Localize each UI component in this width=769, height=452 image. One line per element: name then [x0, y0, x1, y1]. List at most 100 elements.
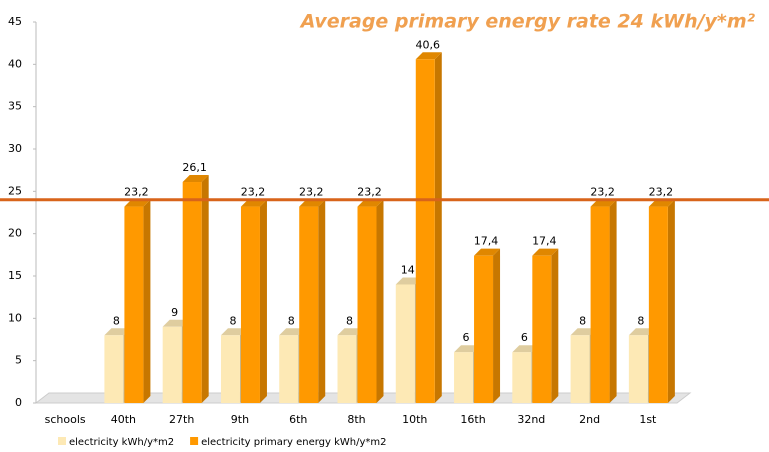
data-label: 14: [401, 263, 415, 276]
y-tick-label: 25: [8, 184, 22, 197]
bar-front: [162, 326, 182, 403]
x-tick-label: 1st: [639, 413, 657, 426]
bar: [240, 199, 267, 403]
bar-front: [532, 255, 552, 403]
bar-top: [279, 328, 306, 336]
bar-front: [357, 206, 377, 403]
bar-side: [201, 175, 209, 403]
bar-top: [104, 328, 131, 336]
bar: [474, 248, 501, 403]
x-tick-label: 6th: [289, 413, 307, 426]
data-label: 8: [288, 314, 295, 327]
x-tick-label: 40th: [111, 413, 136, 426]
y-tick-label: 35: [8, 100, 22, 113]
bar: [357, 199, 384, 403]
bar-front: [337, 335, 357, 403]
bar-front: [395, 284, 415, 403]
y-tick-label: 45: [8, 15, 22, 28]
bar-side: [551, 248, 559, 403]
bar-side: [667, 199, 675, 403]
data-label: 23,2: [649, 186, 674, 199]
bar-top: [474, 248, 501, 256]
data-label: 26,1: [182, 161, 207, 174]
legend-label: electricity primary energy kWh/y*m2: [201, 437, 386, 448]
y-tick-label: 0: [15, 396, 22, 409]
data-label: 17,4: [474, 235, 499, 248]
legend-swatch: [190, 437, 199, 445]
x-tick-label: 2nd: [579, 413, 600, 426]
x-tick-label: schools: [45, 413, 86, 426]
bar-top: [299, 199, 326, 207]
bar-top: [162, 319, 189, 327]
bar-side: [318, 199, 326, 403]
data-label: 8: [346, 314, 353, 327]
bar-top: [357, 199, 384, 207]
bar-side: [376, 199, 384, 403]
x-tick-label: 32nd: [517, 413, 545, 426]
data-label: 23,2: [299, 186, 324, 199]
data-label: 8: [113, 314, 120, 327]
y-tick-label: 40: [8, 57, 22, 70]
bar-top: [648, 199, 675, 207]
bar-front: [279, 335, 299, 403]
x-tick-label: 27th: [169, 413, 194, 426]
data-label: 8: [579, 314, 586, 327]
bar-top: [240, 199, 267, 207]
bar-front: [512, 352, 532, 403]
data-label: 23,2: [124, 186, 149, 199]
bar-top: [570, 328, 597, 336]
data-label: 23,2: [241, 186, 266, 199]
bar-top: [454, 345, 481, 353]
bar: [124, 199, 151, 403]
bar-top: [532, 248, 559, 256]
bar-front: [299, 206, 319, 403]
bar-front: [182, 182, 202, 403]
y-tick-label: 30: [8, 142, 22, 155]
data-label: 6: [463, 331, 470, 344]
bar-front: [590, 206, 610, 403]
bar-top: [182, 175, 209, 183]
bar-front: [648, 206, 668, 403]
bar-top: [124, 199, 151, 207]
y-tick-label: 20: [8, 227, 22, 240]
bar-side: [434, 52, 442, 404]
y-tick-label: 5: [15, 354, 22, 367]
bar: [532, 248, 559, 403]
bar-front: [104, 335, 124, 403]
bar-front: [454, 352, 474, 403]
data-label: 6: [521, 331, 528, 344]
bar-front: [124, 206, 144, 403]
x-tick-label: 10th: [402, 413, 427, 426]
data-label: 17,4: [532, 235, 557, 248]
bar-front: [220, 335, 240, 403]
legend-label: electricity kWh/y*m2: [69, 437, 174, 448]
bar: [648, 199, 675, 403]
x-tick-label: 9th: [231, 413, 249, 426]
bar-side: [493, 248, 501, 403]
data-label: 8: [229, 314, 236, 327]
bar-front: [415, 59, 435, 404]
y-tick-label: 15: [8, 269, 22, 282]
bar: [415, 52, 442, 404]
bar-front: [570, 335, 590, 403]
bar-front: [240, 206, 260, 403]
annotation: Average primary energy rate 24 kWh/y*m²: [299, 11, 756, 33]
bar: [182, 175, 209, 403]
bar: [299, 199, 326, 403]
bar-top: [220, 328, 247, 336]
bar-top: [337, 328, 364, 336]
data-label: 23,2: [590, 186, 615, 199]
data-label: 23,2: [357, 186, 382, 199]
legend-swatch: [58, 437, 66, 445]
bar: [590, 199, 617, 403]
bar-side: [609, 199, 617, 403]
x-tick-label: 16th: [460, 413, 485, 426]
bar-side: [143, 199, 151, 403]
bar-front: [628, 335, 648, 403]
bar-top: [590, 199, 617, 207]
x-tick-label: 8th: [347, 413, 365, 426]
bar-side: [259, 199, 267, 403]
bar-top: [512, 345, 539, 353]
y-tick-label: 10: [8, 311, 22, 324]
